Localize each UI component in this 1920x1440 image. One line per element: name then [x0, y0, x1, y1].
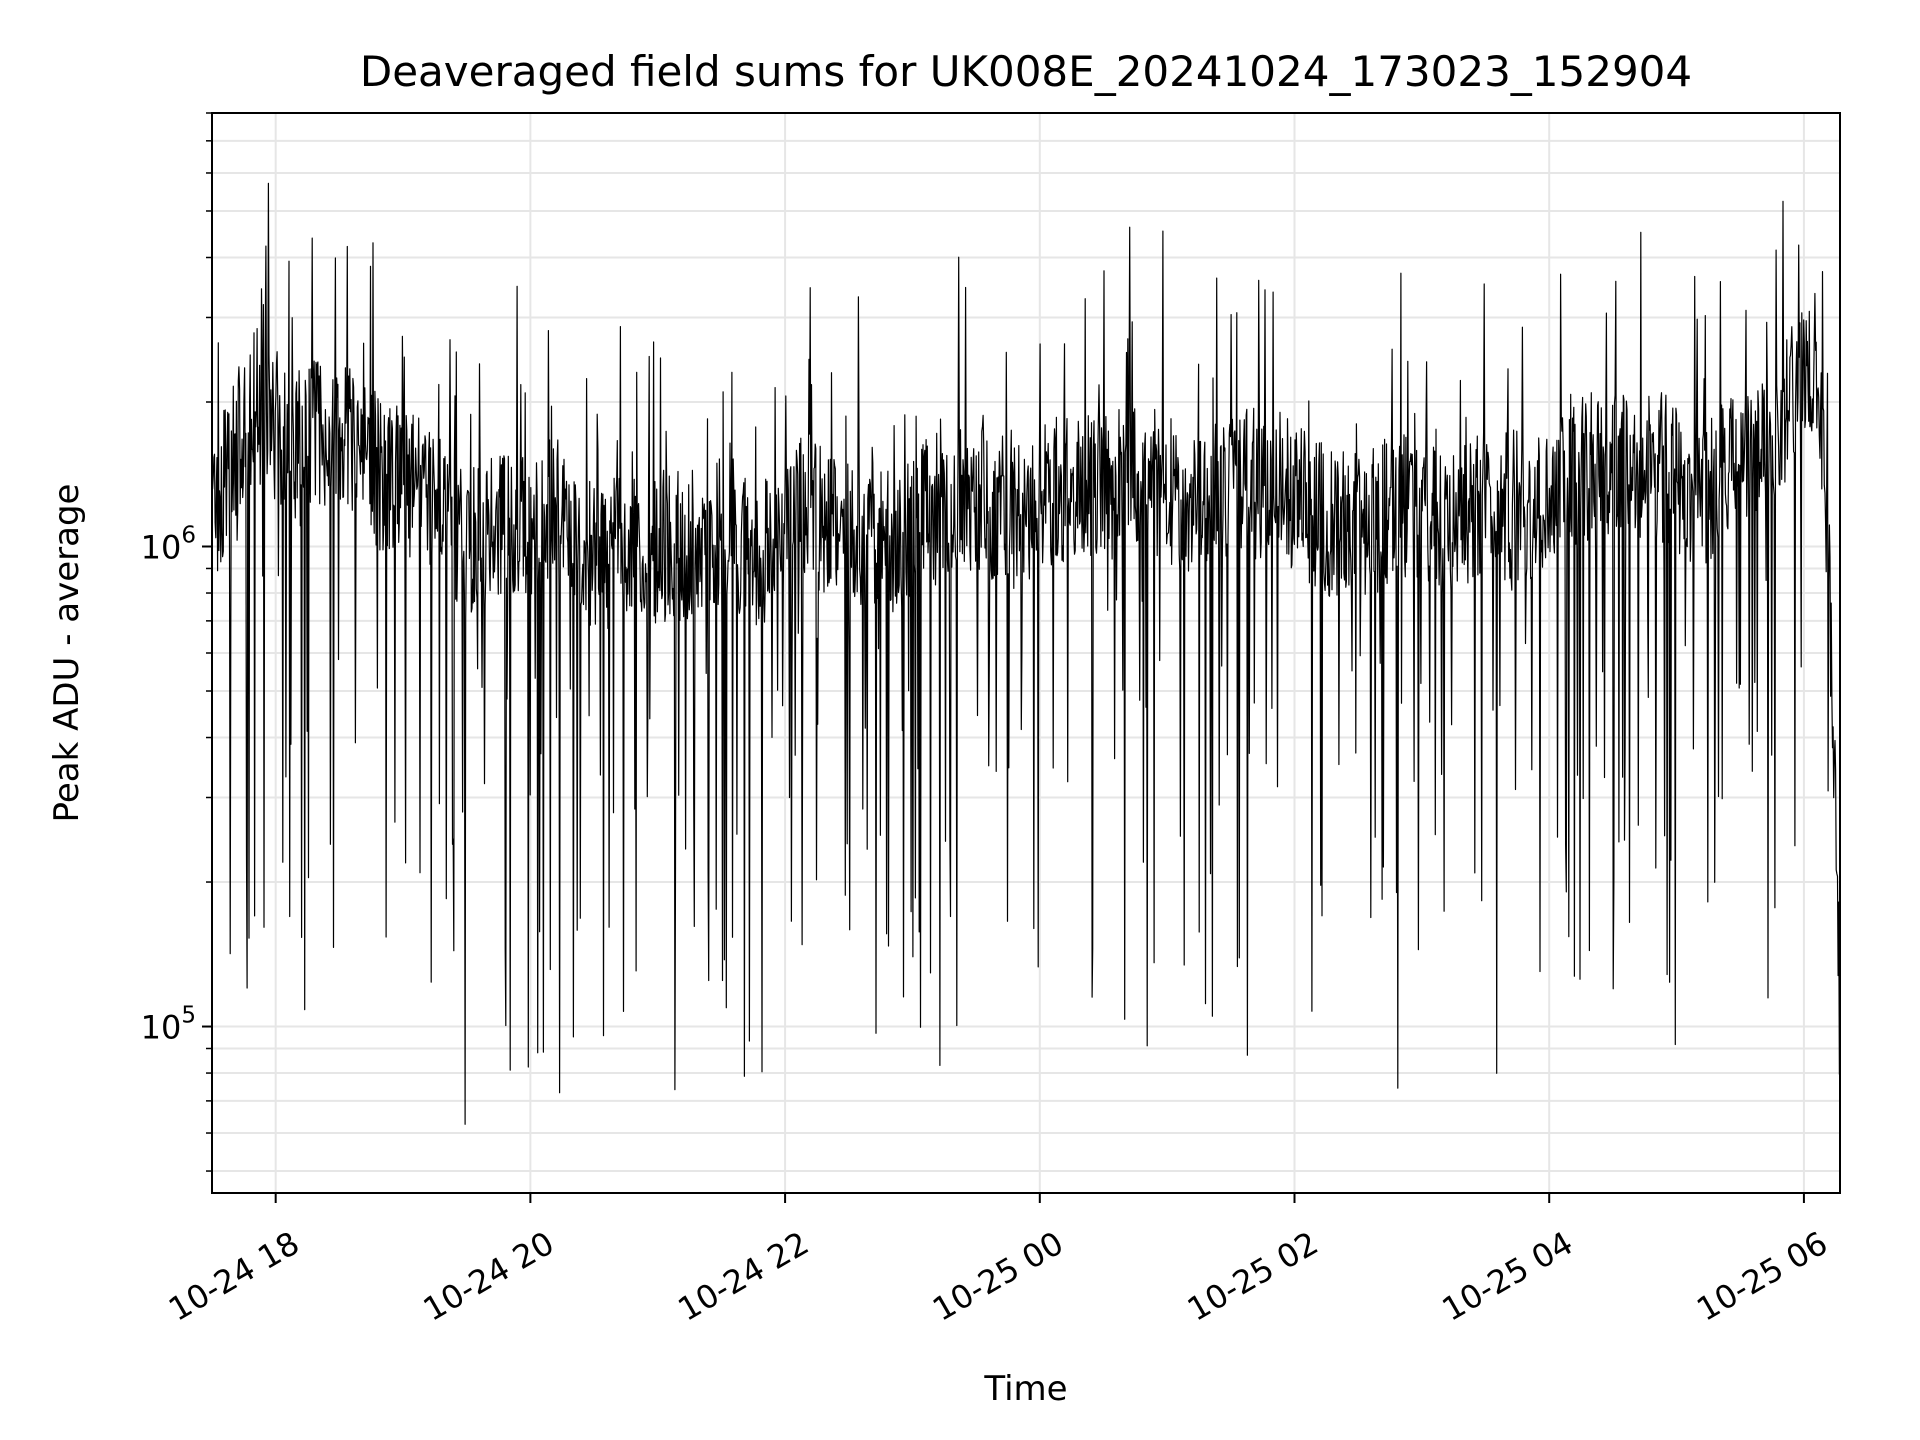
- y-tick-label: 106: [141, 523, 196, 567]
- series-line: [211, 182, 1841, 1125]
- chart-title: Deaveraged field sums for UK008E_2024102…: [360, 47, 1692, 96]
- y-tick-label: 105: [141, 1003, 196, 1047]
- plot-line-group: [211, 182, 1841, 1125]
- y-axis-title: Peak ADU - average: [47, 484, 87, 823]
- x-axis-title: Time: [983, 1369, 1067, 1409]
